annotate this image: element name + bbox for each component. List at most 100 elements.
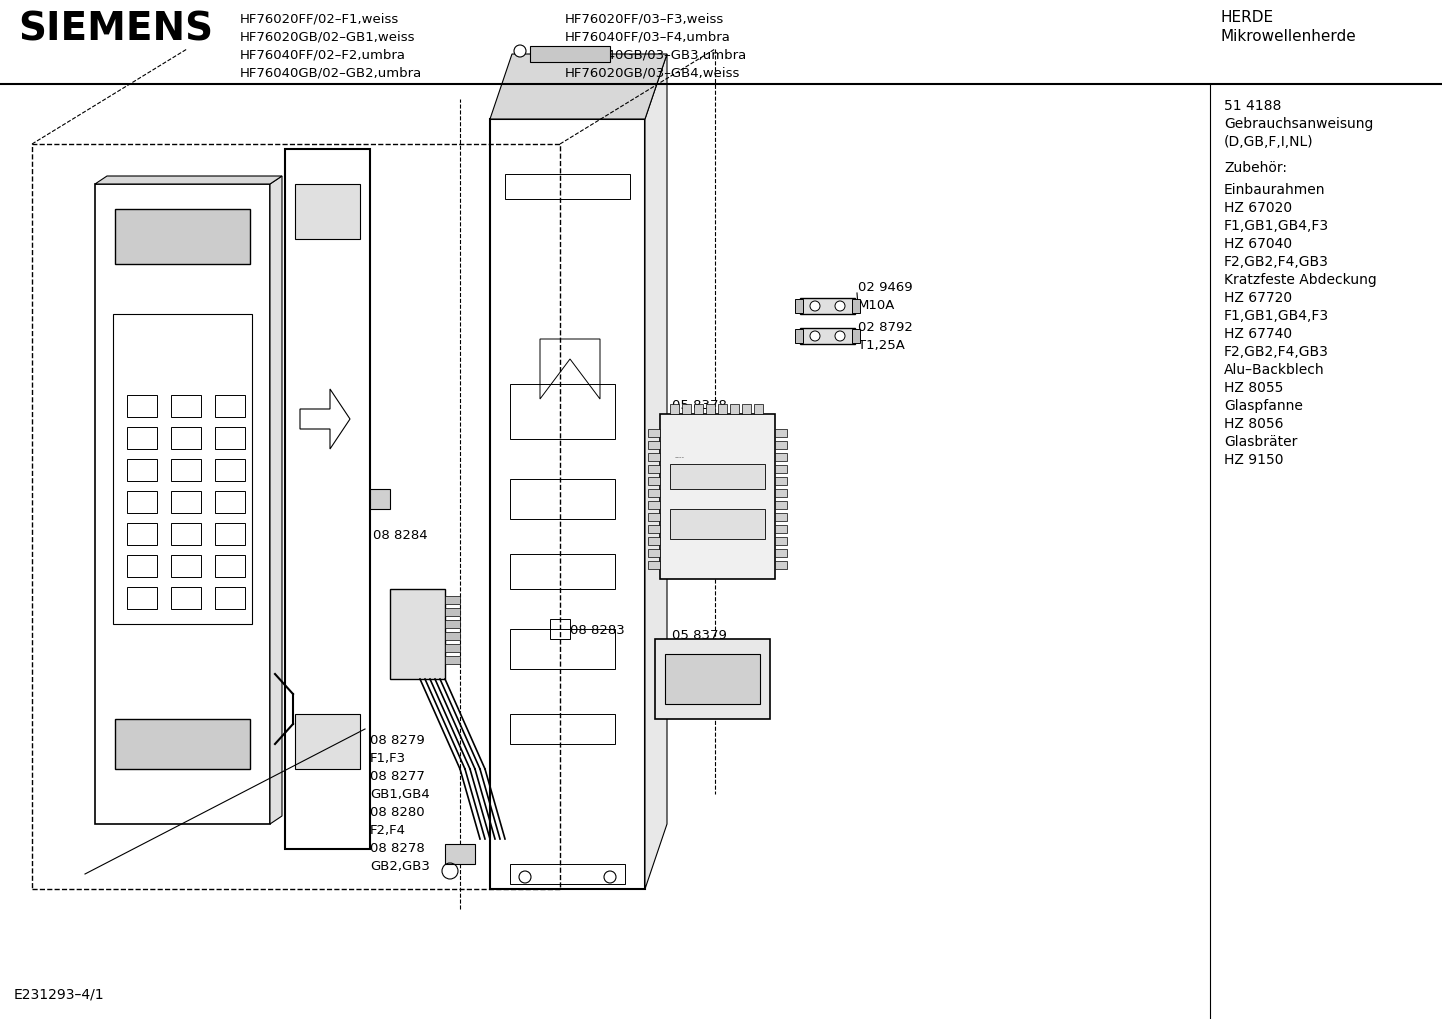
Polygon shape — [490, 54, 668, 119]
Bar — [774, 489, 787, 497]
Circle shape — [835, 331, 845, 341]
Bar — [531, 46, 610, 62]
Bar — [671, 404, 679, 414]
Text: 08 8278: 08 8278 — [371, 842, 425, 855]
Text: 08 8280: 08 8280 — [371, 806, 424, 819]
Bar — [671, 510, 766, 539]
Text: HZ 67020: HZ 67020 — [1224, 201, 1292, 215]
Text: F1,GB1,GB4,F3: F1,GB1,GB4,F3 — [1224, 219, 1330, 233]
Polygon shape — [800, 298, 855, 314]
Bar — [127, 395, 157, 417]
Bar — [707, 404, 715, 414]
Bar — [510, 629, 614, 669]
Text: HF76040FF/03–F4,umbra: HF76040FF/03–F4,umbra — [565, 30, 731, 43]
Bar — [127, 587, 157, 609]
Bar — [510, 554, 614, 589]
Bar — [647, 513, 660, 521]
Text: 08 8277: 08 8277 — [371, 770, 425, 783]
Bar — [296, 184, 360, 239]
Text: HF76040GB/03–GB3,umbra: HF76040GB/03–GB3,umbra — [565, 48, 747, 61]
Text: Glasbräter: Glasbräter — [1224, 435, 1298, 449]
Text: T1,25A: T1,25A — [858, 339, 906, 352]
Text: ----: ---- — [675, 454, 685, 460]
Text: F1,F3: F1,F3 — [371, 752, 407, 765]
Text: Gebrauchsanweisung: Gebrauchsanweisung — [1224, 117, 1373, 131]
Bar — [718, 404, 727, 414]
Bar — [371, 489, 389, 510]
Text: E231293–4/1: E231293–4/1 — [14, 987, 105, 1001]
Bar — [647, 501, 660, 510]
Circle shape — [810, 331, 820, 341]
Text: 51 4188: 51 4188 — [1224, 99, 1282, 113]
Text: ----: ---- — [675, 514, 685, 520]
Bar — [852, 299, 859, 313]
Bar — [172, 523, 200, 545]
Text: F2,GB2,F4,GB3: F2,GB2,F4,GB3 — [1224, 255, 1330, 269]
Circle shape — [810, 301, 820, 311]
Bar — [852, 329, 859, 343]
Text: HZ 67740: HZ 67740 — [1224, 327, 1292, 341]
Bar — [172, 555, 200, 577]
Bar — [115, 209, 249, 264]
Text: SIEMENS: SIEMENS — [17, 10, 213, 48]
Polygon shape — [800, 328, 855, 344]
Text: 05 8379: 05 8379 — [672, 629, 727, 642]
Bar — [774, 477, 787, 485]
Text: HF76020FF/03–F3,weiss: HF76020FF/03–F3,weiss — [565, 12, 724, 25]
Bar — [549, 619, 570, 639]
Bar — [115, 719, 249, 769]
Circle shape — [604, 871, 616, 883]
Circle shape — [835, 301, 845, 311]
Polygon shape — [95, 184, 270, 824]
Bar — [647, 441, 660, 449]
Text: 02 8792: 02 8792 — [858, 321, 913, 334]
Bar — [743, 404, 751, 414]
Bar — [446, 632, 460, 640]
Polygon shape — [655, 639, 770, 719]
Bar — [446, 596, 460, 604]
Bar — [774, 525, 787, 533]
Bar — [215, 395, 245, 417]
Bar — [647, 477, 660, 485]
Text: F2,GB2,F4,GB3: F2,GB2,F4,GB3 — [1224, 345, 1330, 359]
Text: HF76020FF/02–F1,weiss: HF76020FF/02–F1,weiss — [239, 12, 399, 25]
Bar — [446, 644, 460, 652]
Text: 08 8283: 08 8283 — [570, 624, 624, 637]
Bar — [127, 523, 157, 545]
Text: HZ 9150: HZ 9150 — [1224, 453, 1283, 467]
Polygon shape — [286, 149, 371, 849]
Polygon shape — [95, 176, 283, 184]
Bar — [172, 427, 200, 449]
Text: M10A: M10A — [858, 299, 895, 312]
Bar — [647, 489, 660, 497]
Bar — [32, 144, 559, 889]
Text: HF76020GB/02–GB1,weiss: HF76020GB/02–GB1,weiss — [239, 30, 415, 43]
Bar — [774, 429, 787, 437]
Text: Alu–Backblech: Alu–Backblech — [1224, 363, 1325, 377]
Bar — [647, 525, 660, 533]
Bar — [774, 441, 787, 449]
Bar — [172, 491, 200, 513]
Bar — [774, 453, 787, 461]
Bar — [647, 537, 660, 545]
Bar — [215, 459, 245, 481]
Bar — [446, 620, 460, 628]
Text: GB1,GB4: GB1,GB4 — [371, 788, 430, 801]
Text: Kratzfeste Abdeckung: Kratzfeste Abdeckung — [1224, 273, 1377, 287]
Bar — [215, 523, 245, 545]
Text: HZ 8056: HZ 8056 — [1224, 417, 1283, 431]
Text: Mikrowellenherde: Mikrowellenherde — [1220, 29, 1355, 44]
Bar — [172, 395, 200, 417]
Polygon shape — [660, 414, 774, 579]
Bar — [682, 404, 691, 414]
Bar — [647, 561, 660, 569]
Text: HF76040GB/02–GB2,umbra: HF76040GB/02–GB2,umbra — [239, 66, 423, 79]
Bar — [112, 314, 252, 624]
Polygon shape — [490, 119, 645, 889]
Bar — [215, 427, 245, 449]
Bar — [795, 299, 803, 313]
Bar — [127, 555, 157, 577]
Bar — [172, 587, 200, 609]
Text: HZ 8055: HZ 8055 — [1224, 381, 1283, 395]
Bar — [510, 714, 614, 744]
